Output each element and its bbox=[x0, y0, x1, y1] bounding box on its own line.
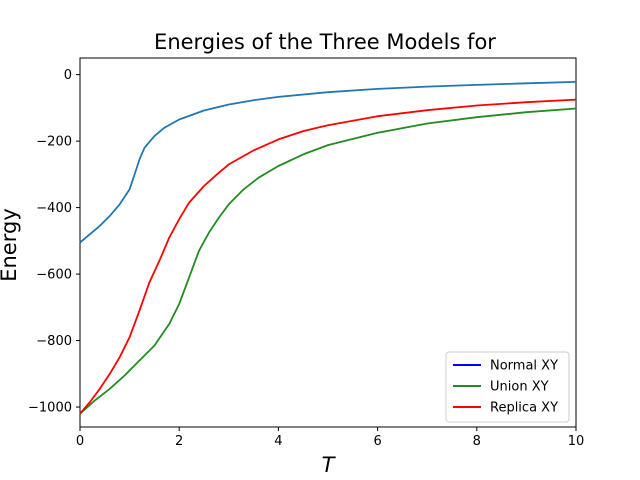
legend-label: Normal XY bbox=[490, 359, 558, 374]
x-tick-label: 10 bbox=[568, 434, 585, 449]
legend-label: Union XY bbox=[490, 380, 549, 395]
x-axis-ticks: 0 2 4 6 8 10 bbox=[76, 427, 584, 449]
y-axis-ticks: 0 −200 −400 −600 −800 −1000 bbox=[28, 68, 80, 416]
x-tick-label: 6 bbox=[373, 434, 381, 449]
series-line-normal-xy bbox=[79, 81, 577, 244]
x-tick-label: 8 bbox=[473, 434, 481, 449]
plot-area bbox=[79, 57, 577, 428]
legend-box bbox=[445, 351, 570, 423]
legend-label: Replica XY bbox=[490, 401, 558, 416]
series-lines bbox=[79, 81, 577, 415]
y-tick-label: −200 bbox=[36, 135, 72, 150]
y-tick-label: −1000 bbox=[28, 401, 72, 416]
x-tick-label: 0 bbox=[76, 434, 84, 449]
chart-title: Energies of the Three Models for bbox=[154, 30, 496, 54]
legend: Normal XY Union XY Replica XY bbox=[445, 351, 570, 423]
y-tick-label: −400 bbox=[36, 201, 72, 216]
y-tick-label: −600 bbox=[36, 268, 72, 283]
y-tick-label: −800 bbox=[36, 334, 72, 349]
x-tick-label: 4 bbox=[274, 434, 282, 449]
series-line-replica-xy bbox=[79, 98, 577, 415]
y-axis-label: Energy bbox=[0, 208, 21, 282]
y-tick-label: 0 bbox=[64, 68, 72, 83]
x-axis-label: T bbox=[322, 453, 337, 477]
series-line-union-xy bbox=[79, 107, 577, 415]
x-tick-label: 2 bbox=[175, 434, 183, 449]
